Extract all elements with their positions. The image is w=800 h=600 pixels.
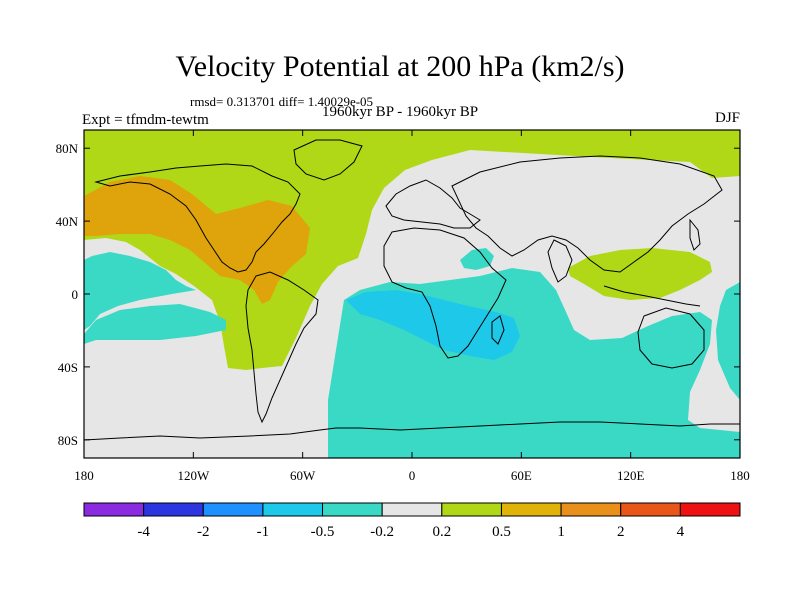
colorbar-swatch bbox=[143, 502, 204, 517]
lon-tick-label: 180 bbox=[74, 468, 94, 483]
region-positive-north bbox=[84, 130, 740, 370]
colorbar-label: -0.2 bbox=[370, 524, 394, 540]
lat-tick-label: 80S bbox=[58, 433, 78, 448]
coast-india bbox=[547, 239, 573, 283]
colorbar-swatch bbox=[500, 502, 562, 517]
experiment-label: Expt = tfmdm-tewtm bbox=[82, 112, 209, 128]
colorbar-swatch bbox=[262, 502, 324, 517]
season-label: DJF bbox=[714, 110, 740, 126]
coastlines bbox=[84, 139, 740, 441]
region-negative-east bbox=[716, 282, 740, 400]
region-negative-arabia bbox=[460, 248, 494, 270]
axis-ticks: 180 120W 60W 0 60E 120E 180 80N 40N 0 40S 80S bbox=[56, 130, 750, 483]
colorbar-label: -1 bbox=[257, 524, 270, 540]
coast-indonesia bbox=[603, 285, 701, 307]
coast-asia bbox=[451, 155, 723, 273]
plot-title: Velocity Potential at 200 hPa (km2/s) bbox=[175, 50, 625, 83]
coast-greenland bbox=[293, 139, 363, 181]
lon-tick-label: 120W bbox=[177, 468, 210, 483]
coast-europe bbox=[385, 179, 481, 229]
region-negative-pacific-south bbox=[84, 304, 226, 344]
lat-tick-label: 80N bbox=[56, 141, 79, 156]
colorbar-swatch bbox=[202, 502, 264, 517]
colorbar-swatch bbox=[381, 502, 443, 517]
lon-tick-label: 180 bbox=[730, 468, 750, 483]
lon-tick-label: 0 bbox=[409, 468, 416, 483]
colorbar-swatch bbox=[679, 502, 741, 517]
stats-line: rmsd= 0.313701 diff= 1.40029e-05 bbox=[190, 94, 374, 109]
colorbar: -4 -2 -1 -0.5 -0.2 0.2 0.5 1 2 4 bbox=[83, 502, 741, 540]
coast-antarctica bbox=[84, 421, 740, 441]
colorbar-swatch bbox=[83, 502, 145, 517]
colorbar-swatch bbox=[620, 502, 681, 517]
region-negative-pacific bbox=[84, 252, 196, 330]
region-strong-positive bbox=[84, 176, 310, 304]
colorbar-label: -0.5 bbox=[311, 524, 335, 540]
lon-tick-label: 120E bbox=[617, 468, 645, 483]
region-positive-asia bbox=[568, 248, 712, 300]
lat-tick-label: 40N bbox=[56, 214, 79, 229]
colorbar-label: 1 bbox=[557, 524, 565, 540]
colorbar-label: -4 bbox=[137, 524, 150, 540]
colorbar-label: 2 bbox=[617, 524, 625, 540]
coast-japan bbox=[689, 218, 701, 251]
colorbar-label: -2 bbox=[197, 524, 210, 540]
colorbar-label: 4 bbox=[677, 524, 685, 540]
lon-tick-label: 60W bbox=[290, 468, 316, 483]
colorbar-label: 0.2 bbox=[432, 524, 451, 540]
coast-madagascar bbox=[491, 315, 505, 345]
coast-south-america bbox=[245, 271, 319, 424]
coast-australia bbox=[637, 307, 705, 369]
region-strong-negative bbox=[346, 290, 520, 360]
colorbar-swatch bbox=[441, 502, 502, 517]
lon-tick-label: 60E bbox=[511, 468, 532, 483]
contour-field bbox=[84, 130, 740, 458]
coast-africa bbox=[383, 227, 507, 359]
lat-tick-label: 40S bbox=[58, 360, 78, 375]
lat-tick-label: 0 bbox=[72, 287, 79, 302]
period-label: 1960kyr BP - 1960kyr BP bbox=[321, 104, 479, 120]
coast-north-america bbox=[94, 163, 301, 273]
colorbar-swatch bbox=[560, 502, 622, 517]
colorbar-swatch bbox=[322, 502, 383, 517]
colorbar-label: 0.5 bbox=[492, 524, 511, 540]
